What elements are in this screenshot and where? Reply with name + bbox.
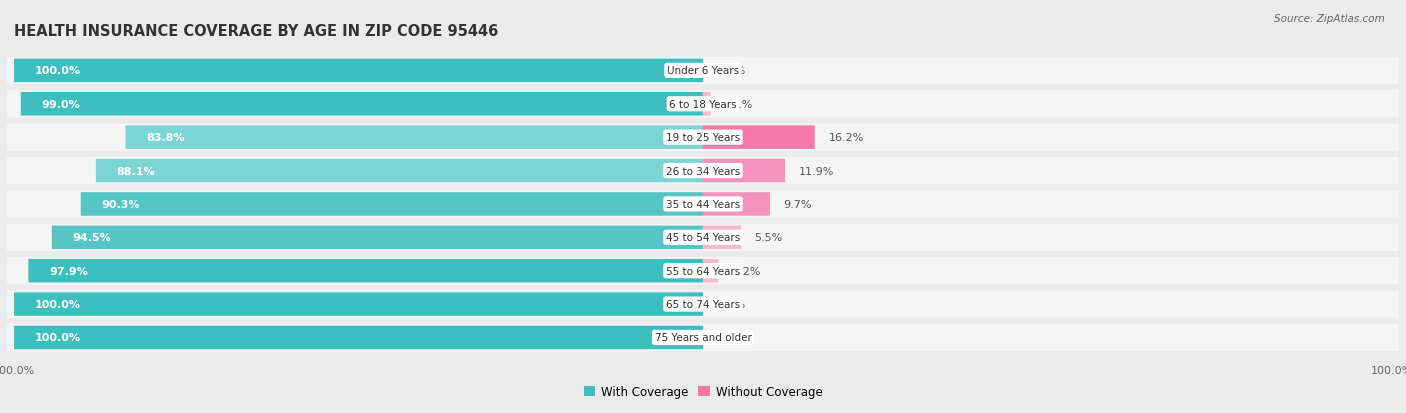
Text: 0.0%: 0.0% (717, 299, 745, 309)
FancyBboxPatch shape (703, 259, 718, 283)
Text: 0.0%: 0.0% (717, 333, 745, 343)
FancyBboxPatch shape (21, 93, 703, 116)
Text: 35 to 44 Years: 35 to 44 Years (666, 199, 740, 209)
FancyBboxPatch shape (7, 191, 1399, 218)
FancyBboxPatch shape (80, 193, 703, 216)
Text: 9.7%: 9.7% (783, 199, 813, 209)
Text: 99.0%: 99.0% (42, 100, 80, 109)
FancyBboxPatch shape (7, 224, 1399, 252)
Text: 83.8%: 83.8% (146, 133, 184, 143)
Text: 2.2%: 2.2% (733, 266, 761, 276)
FancyBboxPatch shape (7, 57, 1399, 85)
Text: Under 6 Years: Under 6 Years (666, 66, 740, 76)
Text: 1.1%: 1.1% (724, 100, 752, 109)
FancyBboxPatch shape (7, 324, 1399, 351)
FancyBboxPatch shape (7, 91, 1399, 118)
FancyBboxPatch shape (14, 326, 703, 349)
Text: 94.5%: 94.5% (73, 233, 111, 243)
Text: Source: ZipAtlas.com: Source: ZipAtlas.com (1274, 14, 1385, 24)
Text: 5.5%: 5.5% (755, 233, 783, 243)
FancyBboxPatch shape (14, 59, 703, 83)
Text: 55 to 64 Years: 55 to 64 Years (666, 266, 740, 276)
FancyBboxPatch shape (7, 157, 1399, 185)
Text: 11.9%: 11.9% (799, 166, 834, 176)
FancyBboxPatch shape (7, 124, 1399, 152)
FancyBboxPatch shape (125, 126, 703, 150)
Text: 65 to 74 Years: 65 to 74 Years (666, 299, 740, 309)
Legend: With Coverage, Without Coverage: With Coverage, Without Coverage (579, 381, 827, 403)
Text: 100.0%: 100.0% (35, 66, 80, 76)
Text: 88.1%: 88.1% (117, 166, 155, 176)
Text: 97.9%: 97.9% (49, 266, 89, 276)
Text: 100.0%: 100.0% (35, 333, 80, 343)
FancyBboxPatch shape (7, 257, 1399, 285)
Text: 26 to 34 Years: 26 to 34 Years (666, 166, 740, 176)
Text: 19 to 25 Years: 19 to 25 Years (666, 133, 740, 143)
Text: 16.2%: 16.2% (828, 133, 863, 143)
FancyBboxPatch shape (703, 193, 770, 216)
FancyBboxPatch shape (7, 291, 1399, 318)
Text: 45 to 54 Years: 45 to 54 Years (666, 233, 740, 243)
Text: 0.0%: 0.0% (717, 66, 745, 76)
Text: HEALTH INSURANCE COVERAGE BY AGE IN ZIP CODE 95446: HEALTH INSURANCE COVERAGE BY AGE IN ZIP … (14, 24, 498, 39)
FancyBboxPatch shape (14, 293, 703, 316)
Text: 90.3%: 90.3% (101, 199, 141, 209)
FancyBboxPatch shape (28, 259, 703, 283)
FancyBboxPatch shape (703, 159, 785, 183)
FancyBboxPatch shape (52, 226, 703, 249)
Text: 100.0%: 100.0% (35, 299, 80, 309)
FancyBboxPatch shape (96, 159, 703, 183)
Text: 6 to 18 Years: 6 to 18 Years (669, 100, 737, 109)
FancyBboxPatch shape (703, 126, 814, 150)
FancyBboxPatch shape (703, 93, 711, 116)
FancyBboxPatch shape (703, 226, 741, 249)
Text: 75 Years and older: 75 Years and older (655, 333, 751, 343)
